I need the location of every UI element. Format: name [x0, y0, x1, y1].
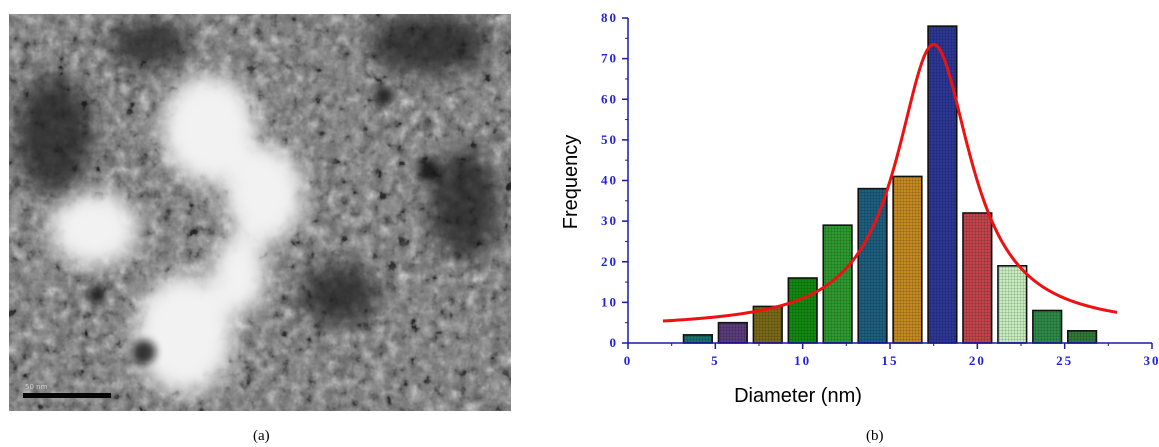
histogram-bar [892, 175, 923, 344]
x-tick-label: 0 [624, 353, 633, 368]
histogram-chart: 0 5 10 15 20 25 30 0 10 20 30 40 50 60 70 80 Diameter (… [560, 10, 1159, 407]
scale-bar [23, 393, 111, 398]
x-tick-label: 15 [882, 353, 899, 368]
x-tick-label: 30 [1144, 353, 1159, 368]
bar-outline [927, 25, 958, 344]
bars-group [682, 25, 1098, 344]
y-tick-label: 60 [601, 91, 618, 106]
histogram-bar [997, 265, 1028, 344]
x-tick-label: 5 [711, 353, 720, 368]
bar-outline [1067, 330, 1098, 344]
y-axis-label: Frequency [560, 135, 582, 230]
y-tick-label: 20 [601, 254, 618, 269]
histogram-bar [1032, 309, 1063, 344]
tem-image [9, 14, 511, 411]
histogram-bar [962, 212, 993, 344]
x-tick-label: 20 [969, 353, 986, 368]
tem-micrograph: 50 nm [9, 14, 511, 411]
bar-outline [822, 224, 853, 344]
x-axis-label: Diameter (nm) [734, 385, 862, 407]
bar-outline [997, 265, 1028, 344]
fit-curve [662, 42, 1118, 323]
bar-outline [1032, 309, 1063, 344]
y-tick-label: 50 [601, 132, 618, 147]
axes: 0 5 10 15 20 25 30 0 10 20 30 40 50 60 70 80 [601, 10, 1159, 368]
histogram-bar [857, 187, 888, 344]
histogram-bar [787, 277, 818, 344]
bar-outline [892, 175, 923, 344]
histogram-bar [927, 25, 958, 344]
bar-outline [787, 277, 818, 344]
scale-bar-label: 50 nm [25, 383, 48, 391]
bar-outline [962, 212, 993, 344]
histogram-bar [1067, 330, 1098, 344]
y-tick-label: 0 [610, 335, 619, 350]
x-tick-label: 10 [794, 353, 811, 368]
bar-outline [857, 187, 888, 344]
x-tick-label: 25 [1056, 353, 1073, 368]
histogram-bar [717, 321, 748, 344]
panel-b-caption: (b) [866, 428, 884, 444]
y-tick-label: 40 [601, 173, 618, 188]
y-tick-label: 10 [601, 294, 618, 309]
panel-a-caption: (a) [253, 428, 270, 444]
histogram-bar [682, 334, 713, 344]
y-tick-label: 70 [601, 51, 618, 66]
histogram-bar [752, 305, 783, 344]
histogram-bar [822, 224, 853, 344]
y-tick-label: 30 [601, 213, 618, 228]
bar-outline [717, 321, 748, 344]
y-tick-label: 80 [601, 10, 618, 25]
bar-outline [682, 334, 713, 344]
